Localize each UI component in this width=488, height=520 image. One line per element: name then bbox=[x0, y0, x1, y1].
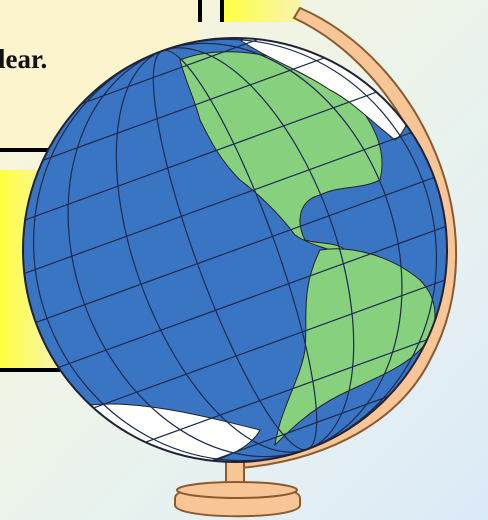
globe-outline bbox=[22, 37, 448, 463]
globe-stand-base-top bbox=[176, 481, 298, 499]
caption-text: lear. bbox=[0, 44, 47, 74]
panel-strip bbox=[222, 0, 302, 22]
